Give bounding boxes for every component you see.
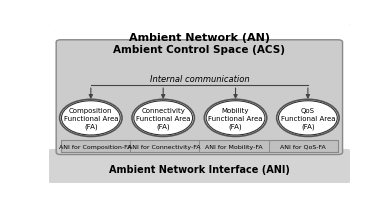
Ellipse shape bbox=[204, 100, 267, 137]
Ellipse shape bbox=[134, 101, 193, 135]
Text: Composition
Functional Area
(FA): Composition Functional Area (FA) bbox=[63, 107, 118, 129]
Text: ANI for Connectivity-FA: ANI for Connectivity-FA bbox=[128, 144, 201, 149]
Text: ANI for Composition-FA: ANI for Composition-FA bbox=[59, 144, 131, 149]
Text: Ambient Control Space (ACS): Ambient Control Space (ACS) bbox=[113, 44, 286, 54]
Text: QoS
Functional Area
(FA): QoS Functional Area (FA) bbox=[280, 107, 335, 129]
Bar bbox=[61, 140, 338, 152]
Ellipse shape bbox=[279, 101, 337, 135]
Text: Internal communication: Internal communication bbox=[149, 75, 249, 84]
FancyBboxPatch shape bbox=[56, 41, 343, 155]
Bar bbox=[269, 140, 338, 152]
Ellipse shape bbox=[60, 100, 122, 137]
FancyBboxPatch shape bbox=[44, 24, 355, 186]
Text: Connectivity
Functional Area
(FA): Connectivity Functional Area (FA) bbox=[136, 107, 191, 129]
FancyBboxPatch shape bbox=[49, 149, 350, 183]
Ellipse shape bbox=[206, 101, 265, 135]
Bar bbox=[199, 140, 269, 152]
Text: Ambient Network Interface (ANI): Ambient Network Interface (ANI) bbox=[109, 164, 290, 174]
Bar bbox=[130, 140, 199, 152]
Ellipse shape bbox=[132, 100, 194, 137]
Ellipse shape bbox=[277, 100, 339, 137]
Ellipse shape bbox=[61, 101, 120, 135]
Text: ANI for QoS-FA: ANI for QoS-FA bbox=[280, 144, 326, 149]
Text: Mobility
Functional Area
(FA): Mobility Functional Area (FA) bbox=[208, 107, 263, 129]
Bar bbox=[61, 140, 130, 152]
Text: ANI for Mobility-FA: ANI for Mobility-FA bbox=[205, 144, 263, 149]
Text: Ambient Network (AN): Ambient Network (AN) bbox=[129, 33, 270, 43]
